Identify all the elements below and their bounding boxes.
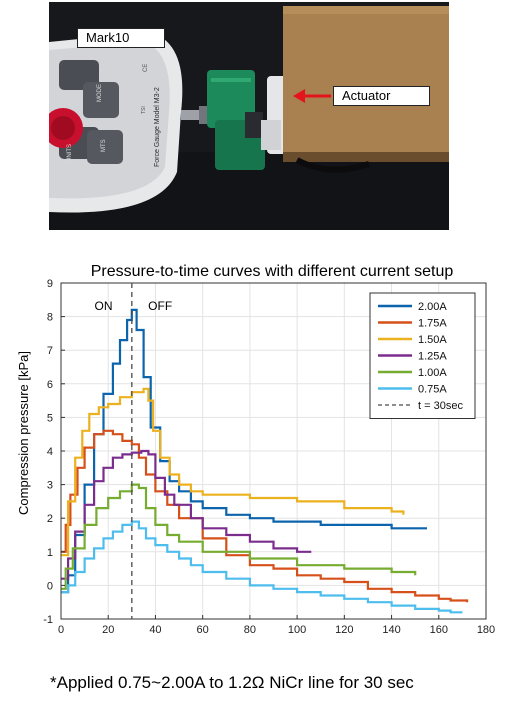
legend-label: 1.75A xyxy=(418,318,447,330)
gauge-ce-mark: CE xyxy=(143,64,149,72)
legend-label: 1.25A xyxy=(418,351,447,363)
annotation-on: ON xyxy=(95,299,113,313)
cardboard-box xyxy=(283,6,449,162)
series-line-1-00A xyxy=(61,483,417,590)
x-tick-label: 180 xyxy=(477,624,495,636)
x-tick-label: 100 xyxy=(288,624,306,636)
series-line-1-50A xyxy=(61,387,405,557)
x-tick-label: 0 xyxy=(58,624,64,636)
setup-photo: MODE UNITS MTS Force Gauge Model M3-2 CE… xyxy=(49,2,449,230)
y-axis-label: Compression pressure [kPa] xyxy=(16,351,31,515)
legend-label: t = 30sec xyxy=(418,400,463,412)
pressure-chart-svg: Pressure-to-time curves with different c… xyxy=(16,263,495,636)
mark10-label: Mark10 xyxy=(77,28,165,48)
legend-label: 1.50A xyxy=(418,334,447,346)
gauge-tsi-mark: TSI xyxy=(141,106,147,114)
plot-border xyxy=(60,282,487,620)
series-line-1-25A xyxy=(61,449,312,580)
y-tick-label: 0 xyxy=(47,580,53,592)
series-lines xyxy=(61,308,469,614)
gauge-mts-text: MTS xyxy=(101,139,107,152)
axes: 0 20 40 60 80 100 120 140 160 180 -1 0 1 2 3 4 5 6 7 8 9 xyxy=(43,278,495,636)
legend-label: 1.00A xyxy=(418,367,447,379)
y-tick-label: 7 xyxy=(47,345,53,357)
x-tick-label: 120 xyxy=(335,624,353,636)
y-tick-label: 1 xyxy=(47,547,53,559)
setup-photo-drawing: MODE UNITS MTS Force Gauge Model M3-2 CE… xyxy=(49,2,449,230)
series-line-0-75A xyxy=(61,520,463,614)
force-gauge: MODE UNITS MTS Force Gauge Model M3-2 CE… xyxy=(49,32,183,213)
y-tick-label: 6 xyxy=(47,379,53,391)
gauge-units-text: UNITS xyxy=(67,144,73,162)
y-tick-label: -1 xyxy=(43,614,53,626)
pressure-chart: Pressure-to-time curves with different c… xyxy=(0,250,521,645)
y-tick-label: 9 xyxy=(47,278,53,290)
actuator-arrowhead xyxy=(293,89,305,103)
footnote: *Applied 0.75~2.00A to 1.2Ω NiCr line fo… xyxy=(50,673,414,692)
legend: 2.00A 1.75A 1.50A 1.25A 1.00A 0.75A t = 30sec xyxy=(369,292,476,419)
gauge-brand-text: Force Gauge Model M3-2 xyxy=(154,87,161,167)
gauge-mode-text: MODE xyxy=(97,84,103,102)
x-tick-label: 60 xyxy=(197,624,209,636)
y-tick-label: 8 xyxy=(47,312,53,324)
x-tick-label: 160 xyxy=(430,624,448,636)
x-tick-label: 80 xyxy=(244,624,256,636)
chart-title: Pressure-to-time curves with different c… xyxy=(91,263,454,280)
annotation-off: OFF xyxy=(148,299,172,313)
y-tick-label: 2 xyxy=(47,513,53,525)
annotations: ON OFF xyxy=(95,283,172,619)
y-tick-label: 5 xyxy=(47,412,53,424)
y-tick-label: 3 xyxy=(47,480,53,492)
x-tick-label: 40 xyxy=(149,624,161,636)
legend-label: 2.00A xyxy=(418,301,447,313)
x-tick-label: 140 xyxy=(382,624,400,636)
legend-label: 0.75A xyxy=(418,384,447,396)
y-tick-label: 4 xyxy=(47,446,53,458)
actuator-label: Actuator xyxy=(333,86,430,106)
x-tick-label: 20 xyxy=(102,624,114,636)
